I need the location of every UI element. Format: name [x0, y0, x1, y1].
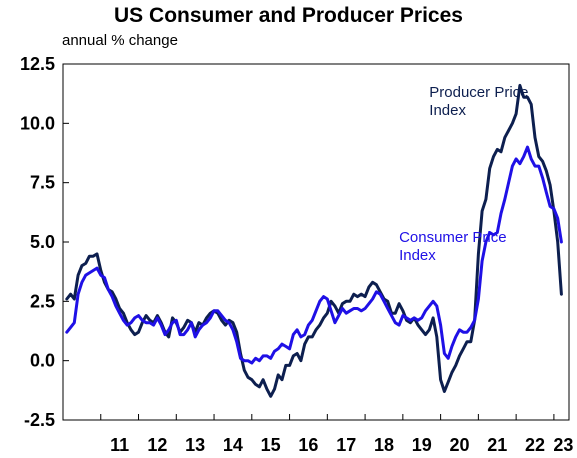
x-tick-label: 14 [223, 435, 243, 455]
x-tick-label: 19 [412, 435, 432, 455]
y-tick-label: 10.0 [20, 113, 55, 133]
x-axis: 11 12 13 14 15 16 17 18 19 20 21 22 23 [100, 414, 573, 455]
x-tick-label: 18 [374, 435, 394, 455]
series-line-consumer-price-index [65, 145, 563, 365]
series-annotation: Consumer Price Index [399, 229, 507, 264]
chart-title: US Consumer and Producer Prices [114, 4, 463, 27]
y-tick-label: 0.0 [30, 351, 55, 371]
y-tick-label: 12.5 [20, 54, 55, 74]
series-annotation: Producer Price Index [429, 84, 528, 119]
x-tick-label: 22 [525, 435, 545, 455]
series-line-producer-price-index [65, 83, 563, 398]
y-tick-label: 5.0 [30, 232, 55, 252]
series-annotation-line: Index [429, 102, 466, 119]
y-tick-label: -2.5 [24, 410, 55, 430]
y-tick-label: 7.5 [30, 173, 55, 193]
series-annotation-line: Producer Price [429, 84, 528, 101]
y-tick-label: 2.5 [30, 291, 55, 311]
x-tick-label: 11 [110, 435, 129, 455]
x-tick-label: 23 [553, 435, 573, 455]
y-axis: 12.5 10.0 7.5 5.0 2.5 0.0 -2.5 [20, 54, 69, 430]
series-layer [65, 83, 563, 398]
x-tick-label: 12 [147, 435, 167, 455]
chart-subtitle: annual % change [62, 32, 178, 49]
x-tick-label: 21 [487, 435, 507, 455]
series-annotation-line: Consumer Price [399, 229, 507, 246]
x-tick-label: 17 [336, 435, 356, 455]
x-tick-label: 20 [449, 435, 469, 455]
x-tick-label: 16 [298, 435, 318, 455]
x-tick-label: 13 [185, 435, 205, 455]
x-tick-label: 15 [261, 435, 281, 455]
series-annotation-line: Index [399, 247, 436, 264]
